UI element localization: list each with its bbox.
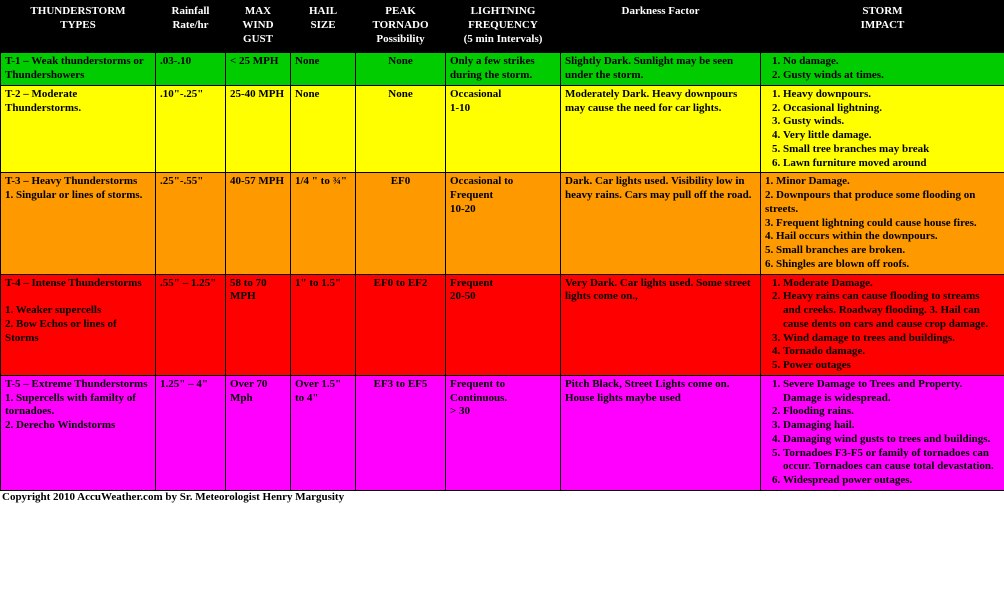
table-body: T-1 – Weak thunderstorms or Thundershowe… [1,53,1004,491]
impact-item: Flooding rains. [783,405,1000,419]
cell-tornado: EF3 to EF5 [356,375,446,490]
cell-lightning: Frequent20-50 [446,274,561,375]
impact-item: Heavy downpours. [783,88,1000,102]
impact-item: Gusty winds. [783,115,1000,129]
cell-rainfall: .10"-.25" [156,85,226,173]
cell-lightning: Occasional to Frequent10-20 [446,173,561,274]
cell-tornado: None [356,53,446,86]
cell-lightning: Occasional1-10 [446,85,561,173]
cell-type: T-1 – Weak thunderstorms or Thundershowe… [1,53,156,86]
thunderstorm-classification-table: THUNDERSTORM TYPES Rainfall Rate/hr MAX … [0,0,1004,491]
impact-item: Gusty winds at times. [783,69,1000,83]
cell-impact: Severe Damage to Trees and Property. Dam… [761,375,1004,490]
cell-type: T-3 – Heavy Thunderstorms1. Singular or … [1,173,156,274]
cell-darkness: Dark. Car lights used. Visibility low in… [561,173,761,274]
copyright-text: Copyright 2010 AccuWeather.com by Sr. Me… [0,491,1004,503]
impact-item: Tornado damage. [783,345,1000,359]
table-row: T-1 – Weak thunderstorms or Thundershowe… [1,53,1004,86]
cell-impact: 1. Minor Damage.2. Downpours that produc… [761,173,1004,274]
cell-type: T-4 – Intense Thunderstorms1. Weaker sup… [1,274,156,375]
table-row: T-4 – Intense Thunderstorms1. Weaker sup… [1,274,1004,375]
table-header: THUNDERSTORM TYPES Rainfall Rate/hr MAX … [1,1,1004,53]
col-header-lightning: LIGHTNING FREQUENCY (5 min Intervals) [446,1,561,53]
cell-wind: 58 to 70 MPH [226,274,291,375]
cell-darkness: Pitch Black, Street Lights come on. Hous… [561,375,761,490]
cell-impact: Moderate Damage.Heavy rains can cause fl… [761,274,1004,375]
cell-tornado: None [356,85,446,173]
col-header-darkness: Darkness Factor [561,1,761,53]
col-header-tornado: PEAK TORNADO Possibility [356,1,446,53]
col-header-impact: STORM IMPACT [761,1,1004,53]
cell-hail: None [291,53,356,86]
col-header-wind: MAX WIND GUST [226,1,291,53]
impact-item: Very little damage. [783,129,1000,143]
cell-rainfall: .25"-.55" [156,173,226,274]
impact-item: No damage. [783,55,1000,69]
impact-item: Widespread power outages. [783,474,1000,488]
impact-item: Lawn furniture moved around [783,157,1000,171]
cell-hail: 1" to 1.5" [291,274,356,375]
cell-wind: 25-40 MPH [226,85,291,173]
impact-item: Damaging wind gusts to trees and buildin… [783,433,1000,447]
col-header-rainfall: Rainfall Rate/hr [156,1,226,53]
cell-lightning: Only a few strikes during the storm. [446,53,561,86]
impact-item: Moderate Damage. [783,277,1000,291]
impact-item: Small tree branches may break [783,143,1000,157]
cell-rainfall: 1.25" – 4" [156,375,226,490]
table-row: T-3 – Heavy Thunderstorms1. Singular or … [1,173,1004,274]
cell-type: T-5 – Extreme Thunderstorms1. Supercells… [1,375,156,490]
cell-impact: Heavy downpours.Occasional lightning.Gus… [761,85,1004,173]
cell-hail: Over 1.5" to 4" [291,375,356,490]
cell-tornado: EF0 [356,173,446,274]
cell-type: T-2 – Moderate Thunderstorms. [1,85,156,173]
cell-hail: None [291,85,356,173]
cell-impact: No damage.Gusty winds at times. [761,53,1004,86]
impact-item: Occasional lightning. [783,102,1000,116]
col-header-type: THUNDERSTORM TYPES [1,1,156,53]
cell-darkness: Moderately Dark. Heavy downpours may cau… [561,85,761,173]
impact-item: Damaging hail. [783,419,1000,433]
col-header-hail: HAIL SIZE [291,1,356,53]
impact-item: Heavy rains can cause flooding to stream… [783,290,1000,331]
cell-hail: 1/4 " to ¾" [291,173,356,274]
table-row: T-5 – Extreme Thunderstorms1. Supercells… [1,375,1004,490]
impact-item: Wind damage to trees and buildings. [783,332,1000,346]
impact-item: Severe Damage to Trees and Property. Dam… [783,378,1000,406]
cell-wind: 40-57 MPH [226,173,291,274]
cell-wind: < 25 MPH [226,53,291,86]
cell-wind: Over 70 Mph [226,375,291,490]
cell-rainfall: .03-.10 [156,53,226,86]
impact-item: Power outages [783,359,1000,373]
cell-lightning: Frequent to Continuous.> 30 [446,375,561,490]
cell-rainfall: .55" – 1.25" [156,274,226,375]
impact-item: Tornadoes F3-F5 or family of tornadoes c… [783,447,1000,475]
cell-darkness: Slightly Dark. Sunlight may be seen unde… [561,53,761,86]
cell-tornado: EF0 to EF2 [356,274,446,375]
cell-darkness: Very Dark. Car lights used. Some street … [561,274,761,375]
table-row: T-2 – Moderate Thunderstorms..10"-.25"25… [1,85,1004,173]
